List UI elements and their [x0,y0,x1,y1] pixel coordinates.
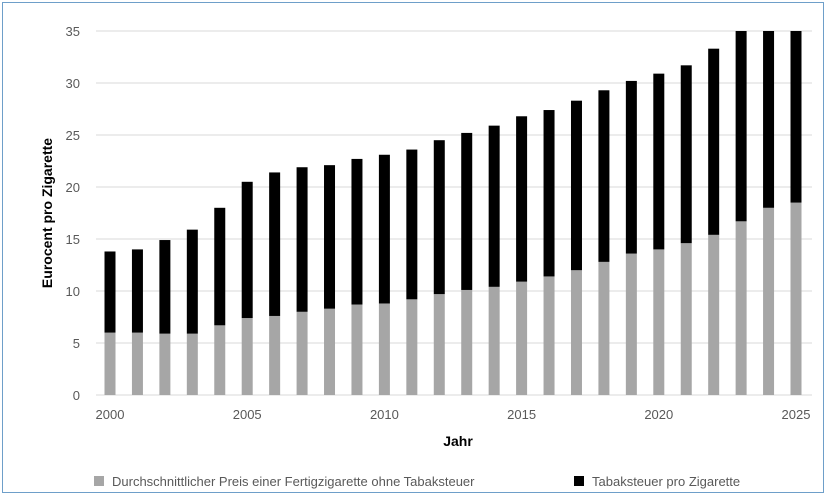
bar-tax-2017 [570,100,582,271]
bar-price-2003 [186,333,198,395]
bars [104,31,802,395]
legend-swatch-price [94,476,104,486]
bar-tax-2000 [104,251,116,333]
bar-tax-2015 [516,116,528,282]
bar-price-2009 [351,304,363,395]
bar-price-2016 [543,276,555,395]
bar-price-2013 [461,289,473,395]
x-tick-label: 2015 [507,407,536,422]
x-tick-label: 2020 [644,407,673,422]
bar-price-2017 [570,270,582,395]
bar-price-2023 [735,221,747,395]
bar-tax-2006 [269,172,281,316]
x-tick-label: 2005 [233,407,262,422]
bar-price-2015 [516,281,528,395]
y-tick-label: 25 [66,128,80,143]
bar-tax-2009 [351,158,363,305]
y-tick-label: 0 [73,388,80,403]
y-tick-label: 20 [66,180,80,195]
bar-tax-2020 [653,73,665,250]
bar-tax-2024 [763,31,775,208]
bar-price-2012 [433,294,445,395]
bar-price-2002 [159,333,171,395]
y-tick-label: 35 [66,24,80,39]
bar-tax-2004 [214,207,226,326]
bar-tax-2025 [790,31,802,203]
y-tick-label: 5 [73,336,80,351]
x-tick-label: 2025 [782,407,811,422]
bar-tax-2008 [324,165,336,309]
y-tick-labels: 0 5 10 15 20 25 30 35 [66,24,80,403]
bar-tax-2012 [433,140,445,295]
bar-price-2022 [708,234,720,395]
bar-price-2001 [131,332,143,395]
bar-tax-2007 [296,167,308,312]
x-tick-labels: 2000 2005 2010 2015 2020 2025 [96,407,811,422]
y-tick-label: 30 [66,76,80,91]
bar-tax-2022 [708,48,720,235]
legend: Durchschnittlicher Preis einer Fertigzig… [94,474,740,489]
bar-price-2014 [488,286,500,395]
gridlines [96,30,812,396]
bar-price-2007 [296,311,308,395]
y-axis-title: Eurocent pro Zigarette [39,138,55,288]
bar-tax-2016 [543,110,555,277]
bar-price-2019 [625,253,637,395]
bar-price-2004 [214,325,226,395]
x-tick-label: 2000 [96,407,125,422]
legend-swatch-tax [574,476,584,486]
x-axis-title: Jahr [443,433,473,449]
bar-tax-2018 [598,90,610,262]
bar-tax-2001 [131,249,143,333]
bar-tax-2002 [159,240,171,334]
bar-price-2008 [324,308,336,395]
bar-price-2025 [790,202,802,395]
bar-price-2011 [406,299,418,395]
bar-tax-2003 [186,229,198,334]
bar-price-2021 [680,243,692,395]
x-tick-label: 2010 [370,407,399,422]
bar-price-2024 [763,207,775,395]
bar-price-2000 [104,332,116,395]
bar-price-2020 [653,249,665,395]
bar-tax-2019 [625,80,637,254]
bar-tax-2011 [406,149,418,300]
legend-label-price: Durchschnittlicher Preis einer Fertigzig… [112,474,475,489]
bar-price-2010 [378,303,390,395]
bar-tax-2010 [378,154,390,304]
bar-tax-2014 [488,125,500,287]
y-tick-label: 15 [66,232,80,247]
bar-price-2006 [269,315,281,395]
bar-tax-2013 [461,132,473,290]
bar-tax-2023 [735,31,747,222]
legend-label-tax: Tabaksteuer pro Zigarette [592,474,740,489]
bar-price-2005 [241,318,253,395]
bar-price-2018 [598,261,610,395]
bar-tax-2005 [241,181,253,319]
bar-tax-2021 [680,65,692,244]
y-tick-label: 10 [66,284,80,299]
